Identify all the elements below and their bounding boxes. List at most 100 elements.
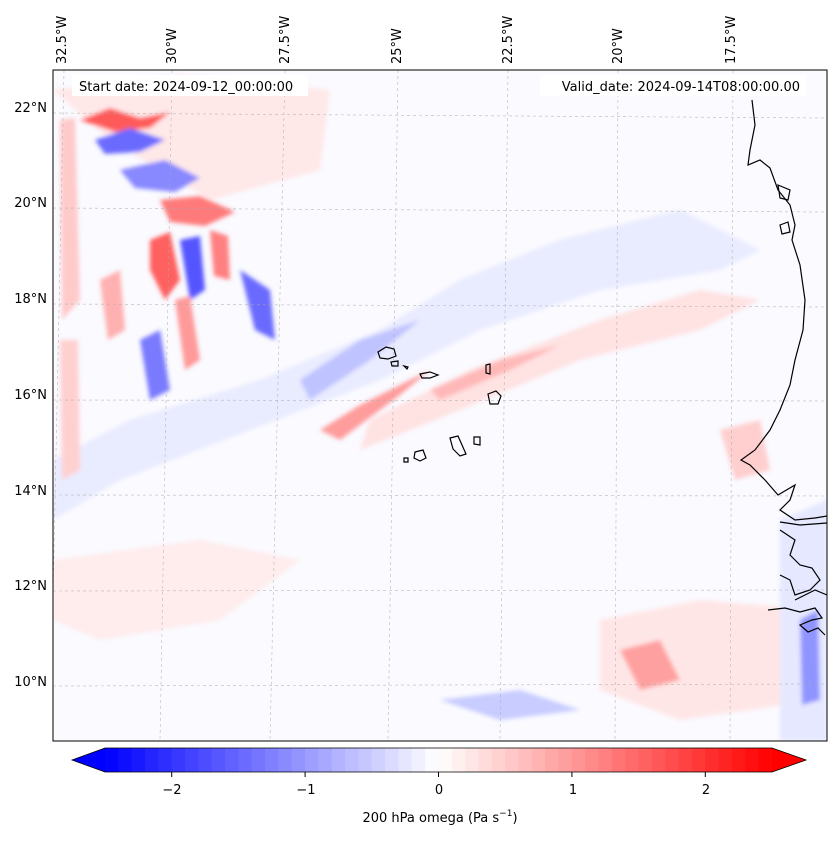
island-sao-vicente [390, 360, 399, 367]
colorbar-band [505, 748, 520, 772]
island-sal [485, 363, 491, 375]
colorbar-band [371, 748, 386, 772]
colorbar-band [345, 748, 360, 772]
colorbar-band [185, 748, 199, 772]
colorbar-ticks [171, 772, 706, 777]
colorbar-band [451, 748, 466, 772]
colorbar-band [105, 748, 119, 772]
colorbar-band [531, 748, 546, 772]
island-sao-nicolau [419, 371, 440, 379]
colorbar-band [398, 748, 413, 772]
lon-label: 20°W [611, 28, 626, 64]
colorbar-band [145, 748, 159, 772]
colorbar-band [651, 748, 666, 772]
colorbar-outline [70, 747, 808, 773]
cape-verde-islands [377, 346, 502, 463]
island-fogo [413, 449, 427, 462]
island-brava [403, 457, 409, 463]
colorbar-band [691, 748, 706, 772]
island-boa-vista [487, 390, 502, 405]
colorbar-band [665, 748, 680, 772]
lat-label: 14°N [14, 484, 47, 499]
lat-label: 16°N [14, 388, 47, 403]
colorbar-band [611, 748, 626, 772]
colorbar-bands [105, 748, 773, 772]
lon-label: 22.5°W [501, 16, 516, 64]
island-santiago [449, 435, 467, 457]
colorbar-band [305, 748, 320, 772]
colorbar-tick-label: 2 [702, 783, 710, 798]
valid-date-box [540, 75, 806, 96]
colorbar-band [265, 748, 280, 772]
colorbar-band [131, 748, 146, 772]
colorbar-band [545, 748, 560, 772]
lat-label: 10°N [14, 675, 47, 690]
colorbar-band [331, 748, 346, 772]
colorbar-band [225, 748, 239, 772]
start-date-label: Start date: 2024-09-12_00:00:00 [79, 80, 293, 95]
colorbar-extend-min [72, 748, 105, 772]
colorbar-tick-label: −1 [296, 783, 315, 798]
graticule [53, 70, 827, 741]
lon-label: 25°W [390, 28, 405, 64]
colorbar-band [158, 748, 173, 772]
start-date-box [72, 75, 308, 96]
colorbar-band [598, 748, 613, 772]
colorbar-band [478, 748, 493, 772]
island-santa-luzia [402, 364, 409, 371]
lon-label: 30°W [165, 28, 180, 64]
colorbar-band [198, 748, 213, 772]
colorbar-band [718, 748, 733, 772]
lat-label: 12°N [14, 579, 47, 594]
colorbar-band [238, 748, 253, 772]
colorbar-band [385, 748, 400, 772]
colorbar-band [425, 748, 440, 772]
colorbar-tick-label: 1 [569, 783, 577, 798]
lat-label: 18°N [14, 292, 47, 307]
colorbar-tick-label: 0 [435, 783, 443, 798]
colorbar-band [638, 748, 653, 772]
colorbar-band [518, 748, 533, 772]
lat-label: 22°N [14, 101, 47, 116]
colorbar-band [318, 748, 333, 772]
omega-field [53, 75, 827, 741]
map-frame [52, 69, 828, 742]
colorbar-band [491, 748, 506, 772]
lat-label: 20°N [14, 196, 47, 211]
colorbar-extend-max [772, 748, 806, 772]
island-maio [473, 436, 481, 446]
colorbar-band [251, 748, 266, 772]
colorbar: −2 −1 0 1 2 200 hPa omega (Pa s−1) [70, 747, 808, 826]
lon-label: 27.5°W [278, 16, 293, 64]
lon-label: 17.5°W [724, 16, 739, 64]
colorbar-band [558, 748, 573, 772]
colorbar-tick-label: −2 [162, 783, 181, 798]
colorbar-band [705, 748, 720, 772]
valid-date-label: Valid_date: 2024-09-14T08:00:00.00 [562, 80, 800, 95]
colorbar-band [465, 748, 480, 772]
colorbar-band [745, 748, 760, 772]
colorbar-band [731, 748, 746, 772]
colorbar-band [678, 748, 693, 772]
colorbar-tick-labels: −2 −1 0 1 2 [162, 783, 710, 798]
colorbar-band [211, 748, 226, 772]
colorbar-band [278, 748, 293, 772]
colorbar-band [171, 748, 186, 772]
longitude-labels: 32.5°W 30°W 27.5°W 25°W 22.5°W 20°W 17.5… [55, 16, 739, 64]
colorbar-title: 200 hPa omega (Pa s−1) [362, 809, 517, 826]
lon-label: 32.5°W [55, 16, 70, 64]
colorbar-band [625, 748, 640, 772]
colorbar-band [758, 748, 773, 772]
colorbar-band [291, 748, 306, 772]
colorbar-band [358, 748, 373, 772]
colorbar-band [585, 748, 600, 772]
colorbar-band [118, 748, 133, 772]
colorbar-band [571, 748, 586, 772]
africa-coastline [739, 99, 827, 636]
colorbar-band [411, 748, 426, 772]
colorbar-band [438, 748, 453, 772]
map-plot-area: Start date: 2024-09-12_00:00:00 Valid_da… [52, 69, 828, 742]
latitude-labels: 22°N 20°N 18°N 16°N 14°N 12°N 10°N [14, 101, 47, 690]
island-santo-antao [377, 346, 397, 360]
